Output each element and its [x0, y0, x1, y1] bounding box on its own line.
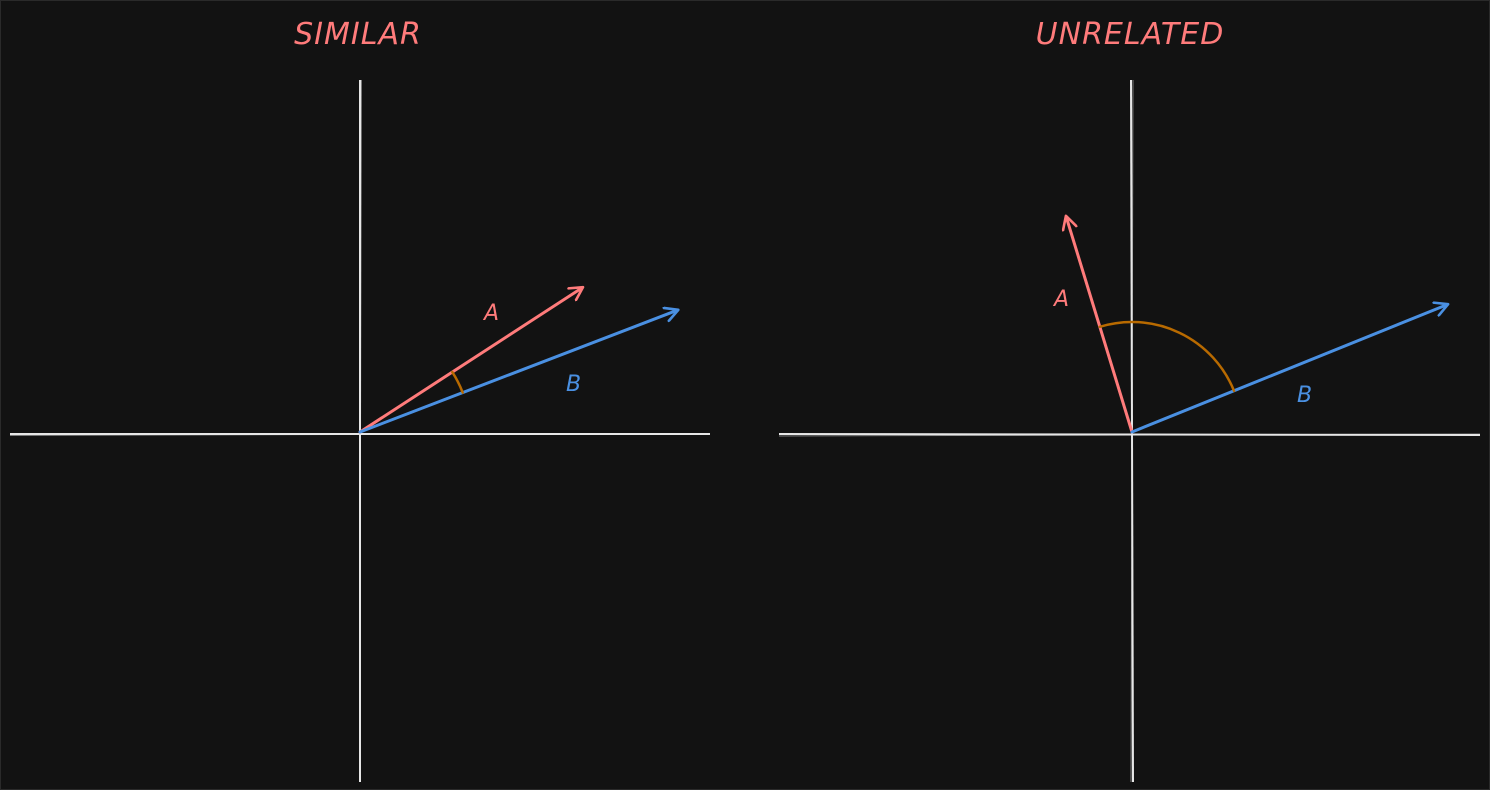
- angle-arc-similar: [451, 370, 464, 394]
- panel-unrelated: UNRELATED A B: [778, 17, 1481, 783]
- vector-a-label-unrelated: A: [1052, 287, 1069, 312]
- vector-b-label-similar: B: [566, 372, 581, 397]
- panel-title-similar: SIMILAR: [294, 17, 422, 52]
- vector-b-similar: [358, 310, 677, 434]
- panel-title-unrelated: UNRELATED: [1036, 17, 1225, 52]
- vector-b-unrelated: [1130, 305, 1447, 434]
- vector-a-unrelated: [1066, 217, 1134, 434]
- vector-a-label-similar: A: [482, 301, 499, 326]
- angle-arc-unrelated: [1098, 320, 1236, 393]
- panel-similar: SIMILAR A B: [9, 17, 711, 783]
- vector-a-similar: [358, 288, 582, 434]
- vector-b-label-unrelated: B: [1297, 383, 1312, 408]
